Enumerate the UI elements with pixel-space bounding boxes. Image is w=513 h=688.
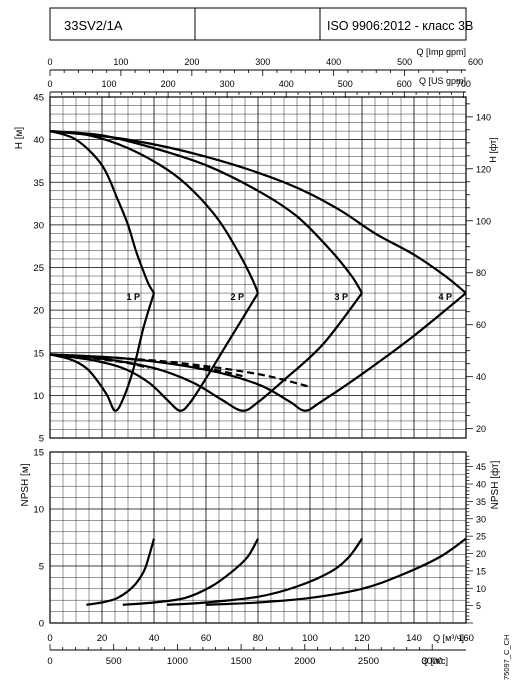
imp-gpm-axis-tick-label: 200: [184, 57, 199, 67]
q-m3h-tick-label: 20: [97, 633, 108, 644]
ls-tick-label: 2500: [358, 656, 379, 667]
head-panel-frame: [49, 96, 467, 439]
q-m3h-tick-label: 80: [253, 633, 264, 644]
head-y-right-tick-label: 60: [476, 320, 486, 330]
npsh-y-right-tick-label: 25: [476, 532, 486, 542]
npsh-axis-ticks: 0 5 10 15 5 10 15 20 25 30 35 40 45 0 20 40 60 80 100 120 14…: [33, 448, 486, 645]
head-y-tick-label: 35: [33, 178, 44, 189]
q-m3h-tick-label: 60: [201, 633, 212, 644]
us-gpm-axis-tick-label: 0: [47, 79, 52, 89]
head-y-right-tick-label: 80: [476, 268, 486, 278]
head-axis-ticks: 5 10 15 20 25 30 35 40 45 20 40 60 80 100 120 140: [33, 93, 491, 445]
head-y-tick-label: 10: [33, 391, 44, 402]
head-y-right-tick-label: 40: [476, 372, 486, 382]
npsh-y-tick-label: 0: [39, 619, 44, 630]
head-y-tick-label: 5: [39, 434, 44, 445]
q-m3h-tick-label: 40: [149, 633, 160, 644]
npsh-y-right-label: NPSH [фт]: [489, 460, 501, 509]
us-gpm-axis-tick-label: 300: [220, 79, 235, 89]
head-y-tick-label: 45: [33, 93, 44, 104]
curve-label-3p: 3 P: [334, 292, 348, 302]
npsh-y-right-tick-label: 40: [476, 480, 486, 490]
head-curves: 1 P 2 P 3 P 4 P: [49, 130, 467, 412]
model-title: 33SV2/1A: [64, 18, 123, 33]
us-gpm-axis-tick-label: 400: [279, 79, 294, 89]
header-middle-box: [194, 7, 321, 41]
curve-efficiency-2: [49, 292, 259, 412]
q-m3h-tick-label: 120: [354, 633, 370, 644]
curve-npsh-2: [122, 538, 259, 606]
imp-gpm-axis-tick-label: 0: [47, 57, 52, 67]
ls-tick-label: 0: [47, 656, 52, 667]
curve-dashed-3: [49, 353, 311, 388]
imp-gpm-axis-tick-label: 300: [255, 57, 270, 67]
head-y-tick-label: 15: [33, 348, 44, 359]
q-m3h-tick-label: 140: [406, 633, 422, 644]
ls-tick-label: 3000: [422, 656, 443, 667]
head-y-tick-label: 20: [33, 306, 44, 317]
curve-label-2p: 2 P: [230, 292, 244, 302]
imp-gpm-axis-tick-label: 400: [326, 57, 341, 67]
header-right-box: [319, 7, 467, 41]
us-gpm-axis-tick-label: 100: [102, 79, 117, 89]
curve-label-1p: 1 P: [126, 292, 140, 302]
q-m3h-tick-label: 160: [458, 633, 474, 644]
ls-axis-label: Q [л/с]: [421, 656, 448, 666]
document-code: 75097_C_CH: [502, 635, 511, 680]
us-gpm-axis-tick-label: 700: [456, 79, 471, 89]
curve-1-p: [49, 130, 155, 294]
npsh-y-right-tick-label: 10: [476, 584, 486, 594]
npsh-panel-frame: [49, 451, 467, 624]
npsh-y-right-tick-label: 15: [476, 566, 486, 576]
ls-tick-label: 1500: [231, 656, 252, 667]
q-m3h-tick-label: 0: [47, 633, 52, 644]
curve-npsh-3: [166, 538, 363, 606]
head-y-tick-label: 30: [33, 220, 44, 231]
npsh-y-right-tick-label: 30: [476, 514, 486, 524]
head-y-right-tick-label: 120: [476, 164, 491, 174]
curve-npsh-1: [86, 538, 156, 606]
q-m3h-tick-label: 100: [302, 633, 318, 644]
npsh-y-tick-label: 10: [33, 505, 44, 516]
curve-efficiency-1: [49, 292, 156, 412]
head-y-tick-label: 40: [33, 135, 44, 146]
npsh-y-tick-label: 5: [39, 562, 44, 573]
npsh-y-right-tick-label: 5: [476, 601, 481, 611]
npsh-y-tick-label: 15: [33, 448, 44, 459]
standard-title: ISO 9906:2012 - класс 3B: [327, 19, 473, 33]
ls-tick-label: 1000: [167, 656, 188, 667]
npsh-grid: [49, 451, 467, 624]
curve-npsh-4: [205, 537, 467, 606]
head-y-right-label: H [фт]: [488, 137, 498, 162]
us-gpm-axis-tick-label: 600: [397, 79, 412, 89]
head-y-right-tick-label: 20: [476, 424, 486, 434]
npsh-curves: [86, 537, 467, 606]
curve-4-p: [49, 130, 467, 294]
npsh-y-right-tick-label: 20: [476, 549, 486, 559]
curve-2-p: [49, 130, 260, 294]
us-gpm-axis-label: Q [US gpm]: [419, 76, 466, 86]
imp-gpm-axis-label: Q [Imp gpm]: [416, 47, 466, 57]
npsh-y-right-tick-label: 35: [476, 497, 486, 507]
head-grid: [49, 96, 467, 439]
head-y-tick-label: 25: [33, 263, 44, 274]
us-gpm-axis-tick-label: 200: [161, 79, 176, 89]
head-y-right-tick-label: 100: [476, 216, 491, 226]
curve-label-4p: 4 P: [438, 292, 452, 302]
imp-gpm-axis-tick-label: 500: [397, 57, 412, 67]
npsh-y-label: NPSH [м]: [20, 463, 31, 506]
ls-tick-label: 500: [106, 656, 122, 667]
q-m3h-axis-label: Q [м³/ч]: [433, 633, 464, 643]
us-gpm-axis-tick-label: 500: [338, 79, 353, 89]
npsh-y-right-tick-label: 45: [476, 462, 486, 472]
imp-gpm-axis-tick-label: 600: [468, 57, 483, 67]
ls-tick-label: 2000: [294, 656, 315, 667]
head-y-label: H [м]: [14, 127, 25, 150]
imp-gpm-axis-tick-label: 100: [113, 57, 128, 67]
head-y-right-tick-label: 140: [476, 112, 491, 122]
